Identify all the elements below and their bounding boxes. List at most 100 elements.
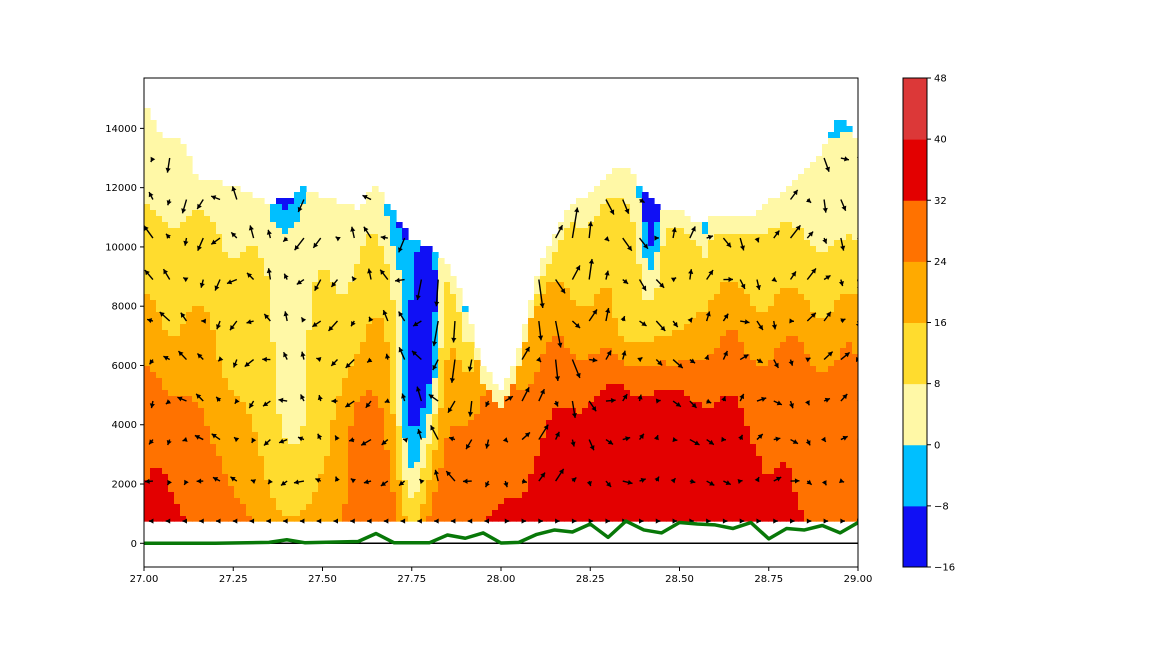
wind-vector-head: [841, 205, 847, 211]
contour-cell: [744, 294, 751, 355]
contour-cell: [618, 384, 625, 522]
wind-vector-head: [707, 234, 713, 240]
contour-cell: [648, 246, 655, 271]
contour-cell: [354, 264, 361, 355]
contour-cell: [792, 492, 799, 522]
y-tick-label: 12000: [105, 183, 137, 194]
contour-cell: [288, 228, 295, 445]
wind-vector-head: [331, 281, 337, 287]
wind-vector-head: [467, 366, 473, 372]
contour-cell: [552, 234, 559, 253]
contour-cell: [306, 192, 313, 331]
wind-vector-head: [283, 236, 289, 242]
contour-cell: [156, 468, 163, 522]
contour-cell: [798, 510, 805, 522]
contour-cell: [456, 360, 463, 427]
contour-cell: [234, 186, 241, 259]
contour-cell: [210, 222, 217, 331]
wind-vector-head: [737, 478, 743, 485]
contour-cell: [294, 192, 301, 223]
wind-vector-head: [345, 402, 351, 408]
contour-cell: [786, 222, 793, 289]
contour-cell: [822, 318, 829, 373]
contour-cell: [318, 474, 325, 522]
contour-cell: [822, 252, 829, 319]
contour-cell: [786, 186, 793, 223]
wind-vector-head: [738, 434, 743, 440]
wind-vector-head: [774, 230, 780, 236]
wind-vector-head: [740, 283, 746, 289]
wind-vector-head: [639, 518, 644, 524]
contour-cell: [840, 348, 847, 522]
wind-vector-head: [485, 481, 490, 488]
wind-vector-head: [159, 311, 165, 317]
contour-cell: [756, 234, 763, 313]
wind-vector-head: [690, 478, 696, 484]
contour-cell: [324, 198, 331, 271]
wind-vector-head: [744, 319, 750, 325]
contour-cell: [444, 282, 451, 361]
contour-cell: [756, 456, 763, 522]
wind-vector-head: [166, 439, 172, 446]
contour-cell: [738, 408, 745, 522]
contour-cell: [174, 396, 181, 505]
wind-vector-head: [805, 440, 811, 446]
contour-cell: [516, 348, 523, 367]
wind-vector-head: [855, 356, 858, 363]
contour-cell: [762, 234, 769, 313]
y-tick-label: 14000: [105, 124, 137, 135]
wind-vector-head: [428, 394, 434, 400]
wind-vector-head: [145, 478, 150, 484]
wind-vector-head: [333, 518, 338, 524]
wind-vector-head: [502, 437, 508, 443]
wind-vector-head: [451, 337, 457, 343]
contour-cell: [576, 360, 583, 415]
contour-cell: [600, 390, 607, 522]
wind-vector-head: [825, 275, 831, 281]
contour-cell: [528, 318, 535, 385]
contour-cell: [510, 384, 517, 499]
contour-cell: [588, 306, 595, 355]
wind-vectors: [144, 155, 858, 524]
wind-vector-head: [795, 225, 801, 231]
wind-vector-head: [792, 439, 798, 444]
wind-vector-head: [434, 518, 439, 524]
contour-cell: [270, 222, 277, 343]
contour-cell: [720, 336, 727, 397]
wind-vector-head: [606, 481, 612, 487]
contour-cell: [510, 366, 517, 385]
wind-vector-head: [624, 208, 630, 214]
contour-cell: [246, 414, 253, 517]
contour-cell: [324, 270, 331, 457]
contour-cell: [708, 216, 715, 241]
wind-vector-head: [655, 518, 661, 524]
contour-cell: [408, 300, 415, 427]
contour-cell: [660, 360, 667, 391]
wind-vector-head: [641, 321, 647, 326]
contour-cell: [714, 294, 721, 349]
contour-cell: [222, 378, 229, 475]
contour-cell: [564, 288, 571, 349]
wind-vector-head: [211, 239, 217, 245]
contour-cell: [666, 336, 673, 367]
contour-cell: [432, 270, 439, 313]
wind-vector-head: [177, 396, 183, 402]
contour-cell: [756, 210, 763, 235]
wind-vector-head: [417, 429, 423, 435]
wind-vector-head: [313, 242, 319, 248]
wind-vector-head: [345, 362, 351, 368]
wind-vector-head: [268, 478, 273, 485]
contour-cell: [204, 180, 211, 217]
contour-cell: [798, 342, 805, 511]
contour-cell: [792, 336, 799, 493]
contour-cell: [714, 402, 721, 522]
contour-cell: [762, 366, 769, 475]
contour-cell: [246, 192, 253, 247]
wind-vector-head: [773, 518, 778, 524]
contour-cell: [216, 456, 223, 522]
contour-cell: [504, 498, 511, 522]
wind-vector-head: [196, 478, 202, 484]
wind-vector-head: [840, 245, 846, 251]
y-tick-label: 6000: [112, 361, 137, 372]
wind-vector-head: [280, 480, 287, 486]
